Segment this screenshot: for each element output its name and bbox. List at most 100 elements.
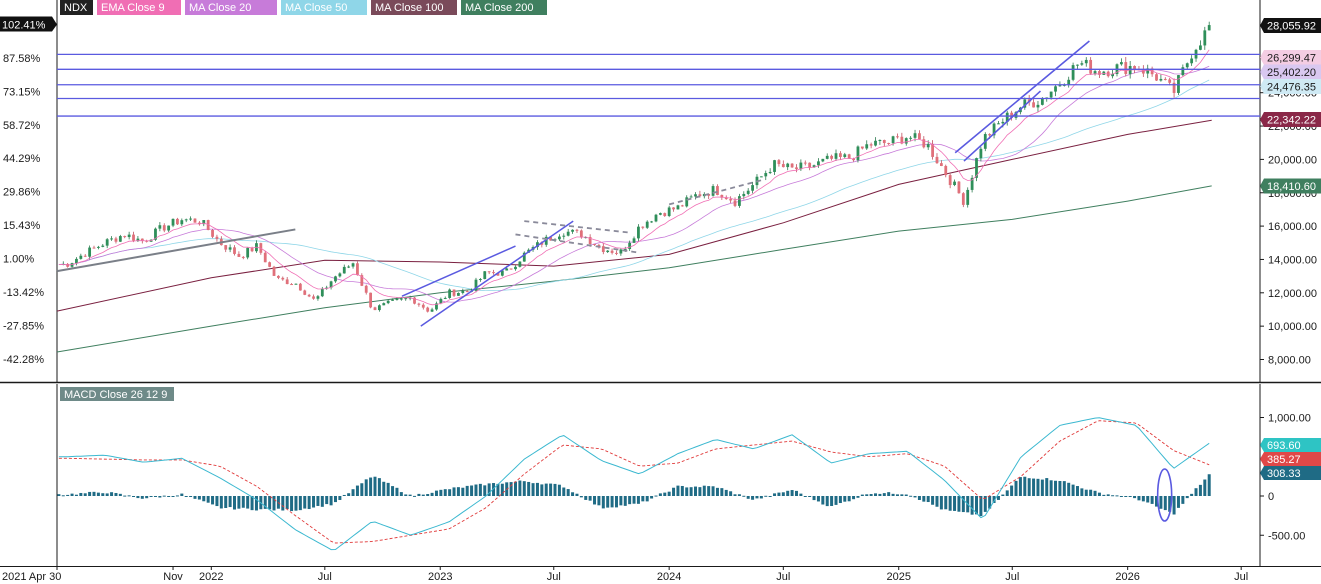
macd-hist-bar	[944, 496, 948, 510]
time-tick-label: 2023	[428, 571, 452, 583]
legend-chip	[371, 0, 457, 15]
macd-hist-bar	[1133, 496, 1137, 499]
candle-body	[180, 220, 184, 225]
macd-histogram	[57, 474, 1211, 517]
candle-body	[176, 218, 179, 225]
macd-hist-bar	[496, 483, 500, 496]
macd-hist-bar	[408, 494, 412, 496]
macd-hist-bar	[900, 494, 904, 496]
percent-tick-label: -27.85%	[3, 320, 44, 332]
macd-hist-bar	[1027, 478, 1031, 496]
macd-hist-bar	[992, 496, 996, 503]
candle-body	[114, 238, 118, 242]
macd-hist-bar	[399, 492, 403, 496]
macd-hist-bar	[1001, 494, 1005, 496]
candle-body	[847, 154, 851, 159]
level-tag-2-text: 25,402.20	[1267, 67, 1316, 79]
macd-hist-bar	[158, 496, 162, 498]
time-tick-label: 2022	[199, 571, 223, 583]
macd-hist-bar	[593, 496, 597, 505]
percent-axis: 102.41% 87.58% 73.15% 58.72% 44.29% 29.86% 15.…	[0, 16, 57, 366]
macd-hist-bar	[373, 476, 377, 496]
candle-body	[992, 123, 996, 136]
macd-hist-bar	[632, 496, 636, 504]
macd-lines	[58, 417, 1210, 551]
candle-body	[1054, 86, 1057, 92]
macd-hist-bar	[983, 496, 987, 512]
price-tick-label: 10,000.00	[1268, 321, 1317, 333]
candle-body	[759, 176, 763, 178]
candle-body	[650, 221, 654, 223]
macd-hist-bar	[549, 483, 553, 496]
candle-body	[918, 133, 921, 140]
candle-body	[404, 298, 408, 300]
macd-hist-bar	[193, 496, 197, 499]
macd-hist-bar	[1062, 481, 1066, 496]
macd-hist-bar	[1146, 496, 1150, 503]
candle-body	[70, 263, 74, 267]
candle-body	[474, 279, 478, 291]
candle-body	[246, 247, 250, 258]
candle-body	[281, 277, 285, 280]
candle-body	[672, 207, 675, 210]
candle-body	[1084, 59, 1088, 64]
macd-hist-bar	[413, 495, 417, 497]
candle-body	[869, 144, 873, 146]
candle-body	[1093, 71, 1097, 74]
macd-hist-bar	[268, 496, 272, 510]
macd-hist-bar	[110, 492, 114, 496]
macd-axis: 1,000.00 0 -500.00	[1260, 413, 1311, 542]
candle-body	[1172, 82, 1176, 93]
candle-body	[1076, 64, 1079, 66]
macd-hist-bar	[742, 495, 746, 497]
macd-hist-bar	[1058, 480, 1062, 496]
macd-hist-bar	[803, 496, 807, 497]
price-tick-label: 8,000.00	[1268, 355, 1311, 367]
candle-body	[1111, 74, 1115, 77]
macd-title-bg	[60, 387, 174, 401]
macd-hist-bar	[272, 496, 276, 511]
candle-body	[637, 226, 640, 239]
macd-hist-bar	[136, 496, 140, 499]
candle-body	[1058, 85, 1062, 87]
candle-body	[615, 252, 618, 254]
candle-body	[294, 283, 298, 285]
candle-body	[430, 309, 434, 312]
candle-body	[1190, 58, 1194, 64]
macd-hist-bar	[663, 492, 667, 496]
candle-body	[377, 305, 381, 311]
candle-body	[1124, 62, 1128, 74]
candle-body	[189, 218, 192, 220]
macd-hist-bar	[953, 496, 957, 511]
macd-hist-bar	[808, 496, 812, 497]
candle-body	[356, 263, 359, 276]
macd-hist-bar	[1172, 496, 1176, 515]
macd-hist-bar	[298, 496, 302, 511]
macd-hist-bar	[777, 492, 781, 496]
candle-body	[369, 292, 373, 308]
candle-body	[351, 263, 355, 267]
macd-hist-bar	[105, 493, 109, 496]
macd-hist-bar	[869, 494, 873, 496]
macd-hist-bar	[544, 483, 548, 496]
macd-hist-bar	[426, 494, 430, 496]
macd-hist-bar	[764, 495, 768, 497]
macd-hist-bar	[715, 487, 719, 496]
time-tick-label: Jul	[547, 571, 561, 583]
macd-hist-bar	[246, 496, 250, 509]
time-tick-label: Jul	[1005, 571, 1019, 583]
candle-body	[821, 158, 825, 162]
macd-hist-bar	[215, 496, 219, 507]
candle-body	[654, 214, 658, 222]
macd-hist-bar	[654, 495, 658, 497]
macd-hist-bar	[167, 496, 171, 497]
candle-body	[1049, 91, 1053, 98]
macd-hist-bar	[724, 489, 728, 496]
candle-body	[944, 165, 948, 176]
macd-hist-bar	[522, 481, 526, 496]
macd-hist-bar	[794, 490, 798, 496]
macd-hist-bar	[535, 482, 539, 496]
macd-hist-bar	[1032, 478, 1036, 496]
candle-body	[364, 285, 368, 293]
macd-hist-bar	[395, 487, 399, 496]
